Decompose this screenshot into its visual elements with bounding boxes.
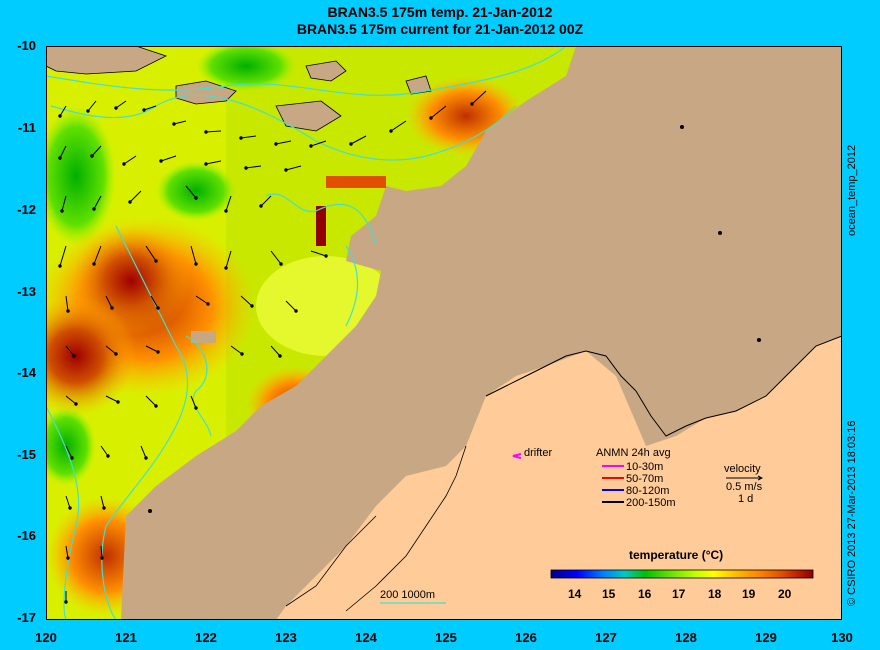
y-tick-label: -11 [17,120,36,135]
station-marker [680,125,684,129]
drifter-label: drifter [524,447,552,459]
legend-drifter: drifter [512,447,552,459]
y-tick-label: -17 [17,610,36,625]
colorbar-tick: 14 [568,587,582,601]
colorbar-tick: 15 [602,587,616,601]
velocity-title: velocity [724,463,761,475]
y-tick-label: -16 [17,528,36,543]
side-label-credit: © CSIRO 2013 27-Mar-2013 18:03:16 [846,420,858,606]
velocity-time: 1 d [738,493,753,505]
colorbar-tick: 19 [742,587,756,601]
x-tick-label: 129 [755,630,777,645]
anmn-title: ANMN 24h avg [596,447,671,459]
x-tick-label: 123 [275,630,297,645]
x-tick-label: 130 [831,630,853,645]
land-light [276,336,842,620]
x-tick-label: 126 [515,630,537,645]
map-title: BRAN3.5 175m temp. 21-Jan-2012 [327,4,553,20]
x-tick-label: 125 [435,630,457,645]
legend-anmn: ANMN 24h avg 10-30m 50-70m 80-120m 200-1… [596,447,676,509]
colorbar-title: temperature (°C) [629,548,723,562]
legend-bathymetry: 200 1000m [380,589,446,604]
station-marker [148,509,152,513]
y-tick-label: -10 [17,38,36,53]
station-marker [757,338,761,342]
anmn-item: 200-150m [626,497,676,509]
colorbar-tick: 18 [708,587,722,601]
side-label-code: ocean_temp_2012 [846,144,858,236]
current-vectors [58,90,487,604]
anmn-item: 80-120m [626,485,669,497]
x-tick-label: 121 [115,630,137,645]
map-plot: drifter ANMN 24h avg 10-30m 50-70m 80-12… [46,46,842,620]
x-tick-label: 128 [675,630,697,645]
map-subtitle: BRAN3.5 175m current for 21-Jan-2012 00Z [296,21,584,37]
x-tick-label: 127 [595,630,617,645]
coastline [485,335,842,437]
island-timor [46,46,168,75]
y-tick-label: -12 [17,202,36,217]
velocity-speed: 0.5 m/s [726,481,763,493]
anmn-item: 10-30m [626,461,663,473]
bathymetry-label: 200 1000m [380,589,435,601]
colorbar-tick: 20 [778,587,792,601]
x-tick-label: 122 [195,630,217,645]
x-tick-label: 124 [355,630,377,645]
colorbar-tick: 16 [638,587,652,601]
y-tick-label: -13 [17,284,36,299]
y-tick-label: -15 [17,447,36,462]
station-marker [718,231,722,235]
legend-velocity: velocity 0.5 m/s 1 d [724,463,764,505]
anmn-item: 50-70m [626,473,663,485]
x-tick-label: 120 [35,630,57,645]
y-tick-label: -14 [17,365,36,380]
colorbar: temperature (°C) 14 15 16 17 18 19 20 [550,548,814,601]
colorbar-tick: 17 [672,587,686,601]
